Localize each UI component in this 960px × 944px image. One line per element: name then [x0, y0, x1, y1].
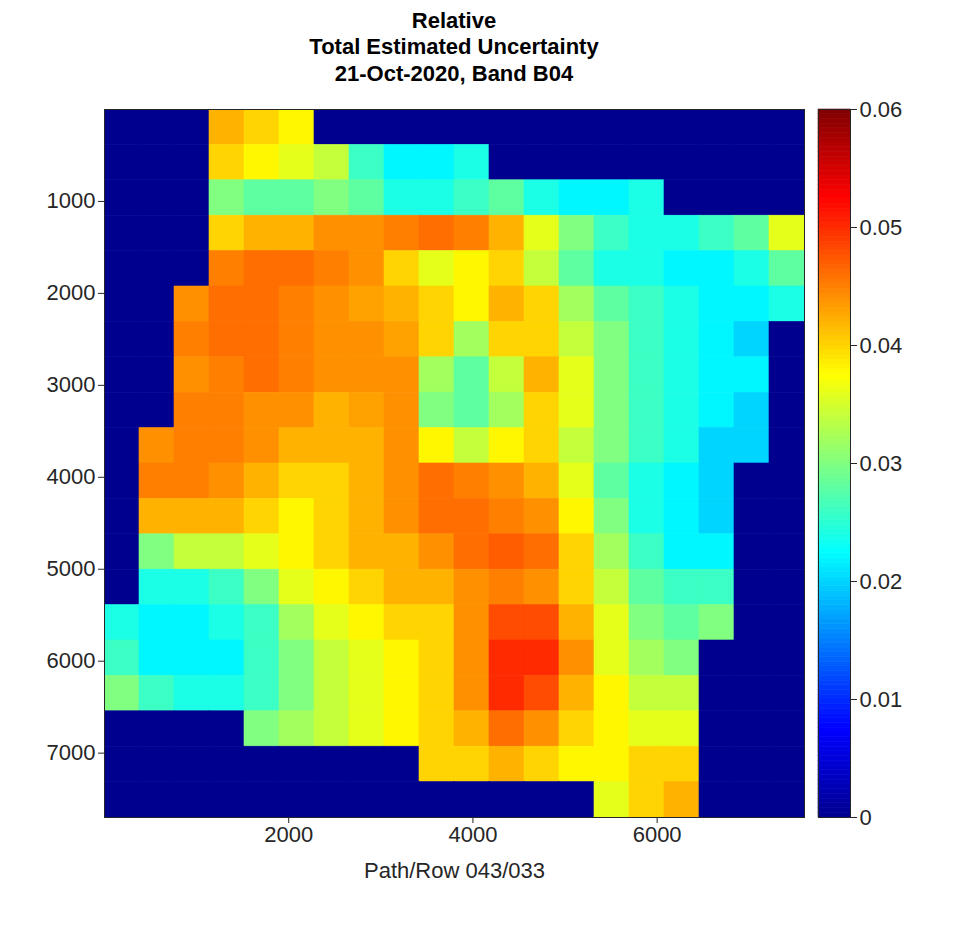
svg-text:0.04: 0.04: [860, 333, 903, 358]
svg-text:6000: 6000: [633, 822, 682, 847]
svg-text:Path/Row 043/033: Path/Row 043/033: [364, 858, 545, 883]
svg-text:1000: 1000: [47, 189, 96, 214]
svg-text:3000: 3000: [47, 373, 96, 398]
svg-text:4000: 4000: [47, 465, 96, 490]
svg-text:6000: 6000: [47, 648, 96, 673]
svg-text:0: 0: [860, 805, 872, 830]
html-text:Relative Total Estimated Uncer: Relative Total Estimated Uncertainty 21-…: [309, 8, 599, 86]
svg-text:2000: 2000: [47, 281, 96, 306]
svg-text:7000: 7000: [47, 740, 96, 765]
svg-text:0.01: 0.01: [860, 687, 903, 712]
svg-text:0.03: 0.03: [860, 451, 903, 476]
svg-text:0.02: 0.02: [860, 569, 903, 594]
svg-text:0.06: 0.06: [860, 97, 903, 122]
svg-text:4000: 4000: [448, 822, 497, 847]
svg-text:5000: 5000: [47, 556, 96, 581]
svg-text:2000: 2000: [264, 822, 313, 847]
svg-text:0.05: 0.05: [860, 215, 903, 240]
